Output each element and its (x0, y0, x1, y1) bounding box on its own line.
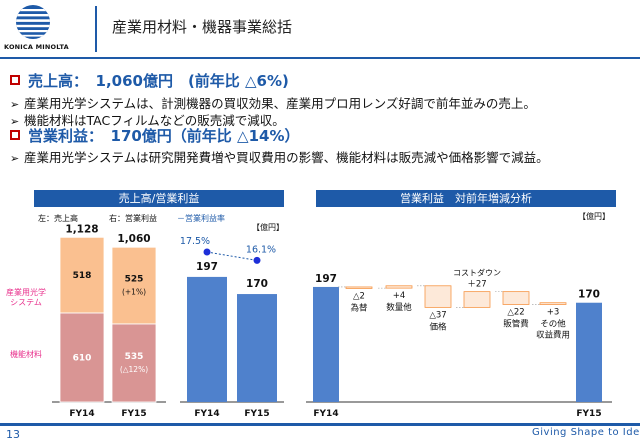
profit-category-label: FY15 (244, 409, 269, 419)
sales-bar-FY15-1 (111, 246, 157, 325)
sales-total-label: 1,128 (65, 223, 98, 235)
waterfall-value-label: △2 (353, 291, 365, 301)
rate-point (253, 256, 261, 264)
logo-text: KONICA MINOLTA (4, 43, 69, 51)
waterfall-value-label: ＋27 (467, 280, 486, 290)
sales-point-2: ➢ 機能材料はTACフィルムなどの販売減で減収。 (10, 113, 285, 128)
profit-value-label: 170 (246, 278, 268, 290)
waterfall-delta-bar (502, 291, 530, 305)
waterfall-value-label: +3 (547, 307, 560, 317)
waterfall-category-label: FY15 (576, 409, 601, 419)
waterfall-delta-bar (463, 291, 491, 308)
waterfall-delta-bar (345, 286, 373, 289)
left-chart-unit: 【億円】 (252, 223, 284, 232)
legend-sales: 左：売上高 (38, 214, 78, 223)
segment-label-materials: 機能材料 (10, 350, 42, 359)
left-chart-title: 売上高/営業利益 (34, 190, 284, 207)
sales-category-label: FY14 (69, 409, 94, 419)
waterfall-category-label: 販管費 (503, 318, 529, 329)
footer-rule (0, 423, 640, 426)
sales-value-label: 535 (125, 352, 144, 362)
sales-value-label: 610 (73, 353, 92, 363)
waterfall-category-label: 数量他 (386, 302, 412, 313)
legend-profit-rate: －営業利益率 (177, 214, 225, 223)
waterfall-delta-bar (385, 285, 413, 289)
bullet-square-icon (10, 130, 20, 140)
sales-heading: 売上高： 1,060億円 (前年比 △6%) (10, 70, 289, 91)
legend-profit: 右：営業利益 (109, 214, 157, 223)
waterfall-category-label: 収益費用 (536, 329, 570, 340)
title-underline (0, 57, 640, 59)
waterfall-total-bar (313, 286, 339, 402)
arrow-bullet-icon: ➢ (10, 98, 20, 111)
page-title: 産業用材料・機器事業総括 (112, 18, 293, 36)
arrow-bullet-icon: ➢ (10, 115, 20, 128)
waterfall-category-label: コストダウン (453, 268, 501, 278)
waterfall-category-label: FY14 (313, 409, 338, 419)
sales-value-label: 525 (125, 275, 144, 285)
waterfall-category-label: 為替 (350, 302, 368, 313)
profit-bar-FY14 (187, 276, 227, 402)
rate-label: 16.1% (246, 244, 276, 255)
waterfall-total-label: 197 (315, 273, 337, 285)
sales-bar-FY15-0 (111, 323, 157, 403)
waterfall-delta-bar (539, 302, 567, 305)
sales-bar-FY14-1 (59, 236, 105, 314)
waterfall-delta-bar (424, 285, 452, 308)
sales-note-label: (△12%) (120, 365, 148, 374)
waterfall-total-label: 170 (578, 289, 600, 301)
waterfall-total-bar (576, 302, 602, 402)
bullet-square-icon (10, 75, 20, 85)
rate-label: 17.5% (180, 236, 210, 247)
header-divider (95, 6, 97, 52)
profit-value-label: 197 (196, 261, 218, 273)
waterfall-value-label: △37 (429, 310, 446, 320)
profit-bar-FY15 (237, 294, 277, 402)
sales-point-1: ➢ 産業用光学システムは、計測機器の買収効果、産業用プロ用レンズ好調で前年並みの売… (10, 96, 536, 111)
arrow-bullet-icon: ➢ (10, 152, 20, 165)
profit-point-1: ➢ 産業用光学システムは研究開発費増や買収費用の影響、機能材料は販売減や価格影響で… (10, 150, 549, 165)
waterfall-category-label: 価格 (429, 321, 447, 332)
right-chart-title: 営業利益 対前年増減分析 (316, 190, 616, 207)
profit-category-label: FY14 (194, 409, 219, 419)
waterfall-value-label: △22 (507, 307, 524, 317)
logo-icon (16, 5, 50, 39)
sales-category-label: FY15 (121, 409, 146, 419)
rate-line (206, 251, 258, 261)
segment-label-optical: 産業用光学 システム (6, 288, 46, 307)
tagline: Giving Shape to Ideas (532, 427, 640, 438)
right-chart-unit: 【億円】 (578, 212, 610, 221)
waterfall-value-label: +4 (393, 291, 406, 301)
sales-value-label: 518 (73, 271, 92, 281)
waterfall-category-label: その他 (540, 318, 566, 329)
sales-total-label: 1,060 (117, 233, 150, 245)
sales-note-label: (+1%) (122, 288, 146, 297)
rate-point (203, 248, 211, 256)
page-number: 13 (6, 428, 20, 441)
profit-heading: 営業利益： 170億円（前年比 △14%） (10, 125, 299, 146)
